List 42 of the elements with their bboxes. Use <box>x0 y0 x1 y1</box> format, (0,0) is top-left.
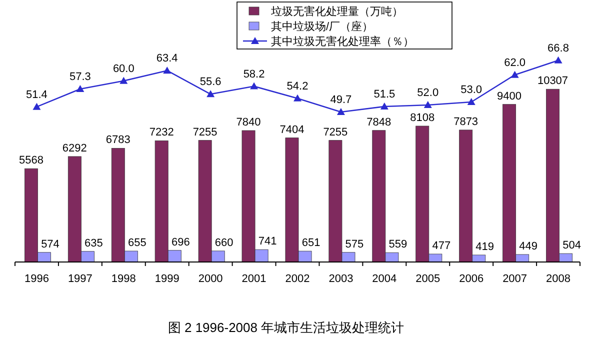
x-tick-label: 2000 <box>198 273 223 285</box>
x-tick-label: 2006 <box>459 273 484 285</box>
data-label: 7232 <box>149 126 174 139</box>
x-tick-label: 2001 <box>242 273 266 285</box>
data-label: 575 <box>345 238 364 250</box>
data-label: 6292 <box>62 142 87 154</box>
data-label: 7873 <box>454 116 478 128</box>
legend-label: 其中垃圾场/厂（座） <box>271 20 374 33</box>
data-label: 655 <box>128 237 146 250</box>
x-tick-label: 1999 <box>154 273 180 285</box>
data-label: 635 <box>84 237 103 250</box>
data-label: 559 <box>388 238 408 251</box>
data-label: 66.8 <box>548 42 569 54</box>
x-tick-label: 2007 <box>502 273 528 285</box>
data-label: 7255 <box>192 126 218 138</box>
x-tick-label: 2008 <box>546 273 571 285</box>
data-label: 5568 <box>18 154 44 167</box>
data-label: 741 <box>258 236 277 248</box>
data-label: 660 <box>214 236 234 249</box>
x-tick-label: 1998 <box>111 273 136 285</box>
data-label: 449 <box>519 240 538 252</box>
x-tick-label: 2003 <box>328 273 354 285</box>
x-tick-label: 2005 <box>416 273 440 285</box>
x-tick-label: 2002 <box>285 273 310 285</box>
data-label: 477 <box>432 240 451 252</box>
data-label: 504 <box>562 240 581 252</box>
data-label: 696 <box>171 236 190 248</box>
data-label: 7255 <box>323 126 348 138</box>
data-label: 7840 <box>236 116 261 129</box>
data-label: 651 <box>302 237 320 250</box>
data-label: 574 <box>41 238 60 250</box>
data-label: 8108 <box>410 112 435 124</box>
data-label: 7848 <box>366 116 392 128</box>
data-label: 419 <box>476 240 494 253</box>
legend-label: 其中垃圾无害化处理率（％） <box>271 35 414 48</box>
caption: 图 2 1996-2008 年城市生活垃圾处理统计 <box>168 320 404 335</box>
x-tick-label: 1996 <box>24 273 49 285</box>
x-tick-label: 2004 <box>372 273 397 285</box>
x-tick-label: 1997 <box>68 273 92 285</box>
data-label: 7404 <box>280 124 304 136</box>
legend-label: 垃圾无害化处理量（万吨） <box>270 5 403 18</box>
data-label: 6783 <box>106 134 130 146</box>
